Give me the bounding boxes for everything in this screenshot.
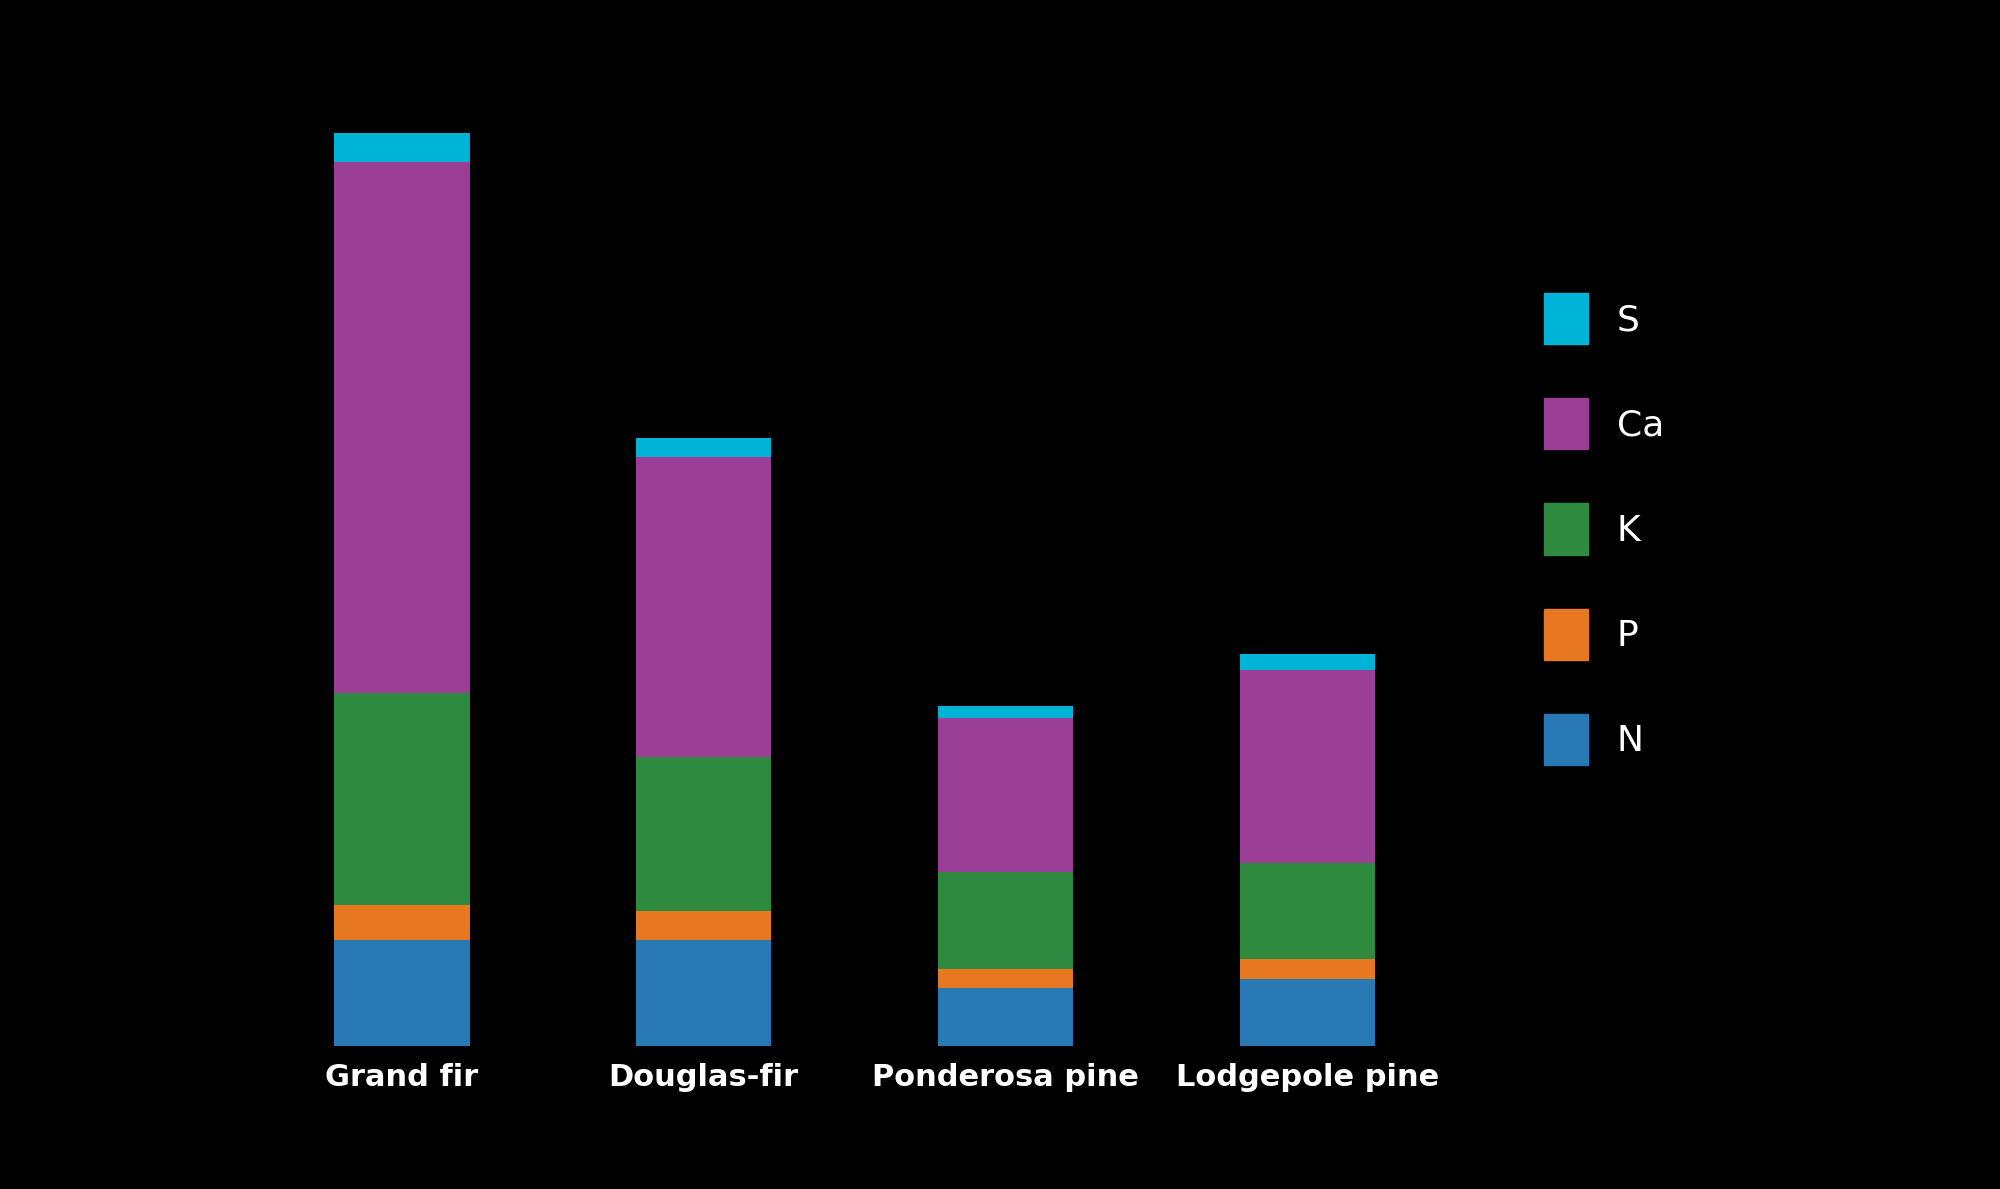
Bar xyxy=(938,873,1074,969)
Bar xyxy=(334,693,470,905)
Bar xyxy=(636,911,772,940)
Bar xyxy=(334,162,470,693)
Bar xyxy=(636,438,772,457)
Bar xyxy=(938,969,1074,988)
Bar xyxy=(636,756,772,911)
Bar xyxy=(334,940,470,1046)
Bar xyxy=(1240,960,1376,979)
Bar xyxy=(1240,654,1376,669)
Legend: S, Ca, K, P, N: S, Ca, K, P, N xyxy=(1526,275,1682,784)
Bar xyxy=(1240,863,1376,960)
Bar xyxy=(938,706,1074,718)
Bar xyxy=(334,132,470,162)
Bar xyxy=(334,905,470,940)
Bar xyxy=(938,988,1074,1046)
Bar xyxy=(1240,979,1376,1046)
Bar xyxy=(636,940,772,1046)
Bar xyxy=(938,718,1074,873)
Bar xyxy=(1240,669,1376,863)
Bar xyxy=(636,457,772,756)
